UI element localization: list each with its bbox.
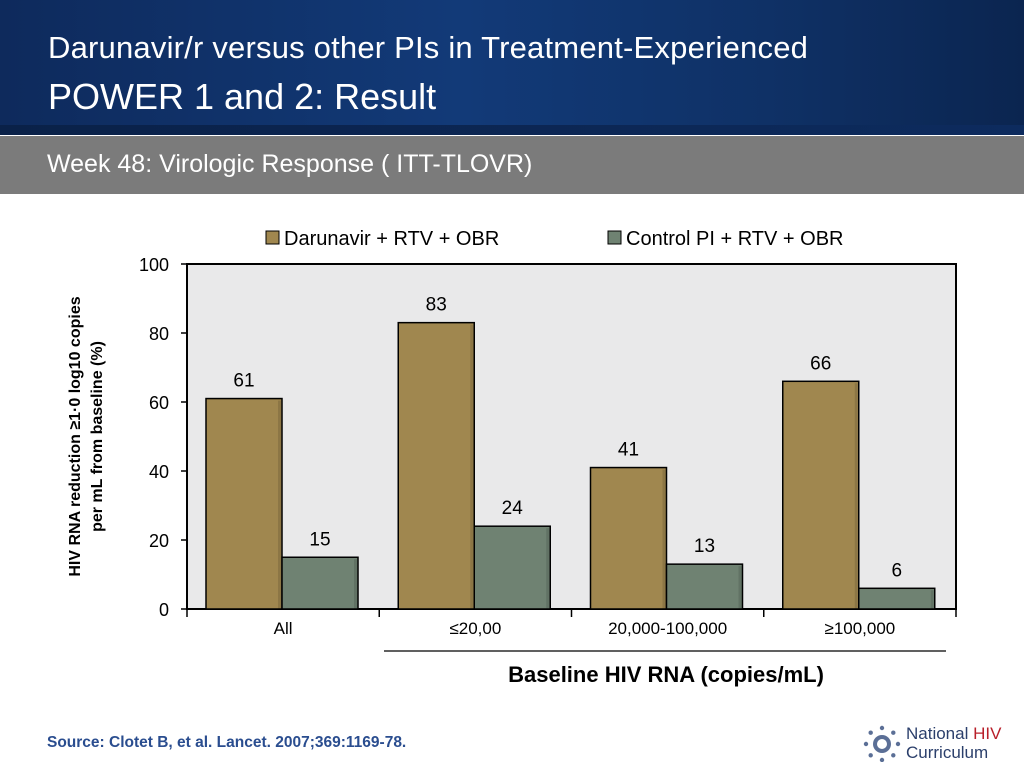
bar-shade [854,383,858,609]
y-tick-label: 100 [139,255,169,275]
y-tick-label: 80 [149,324,169,344]
data-label: 61 [233,371,254,392]
y-tick-label: 0 [159,600,169,620]
bar-shade [546,528,550,609]
y-axis-label-line1: HIV RNA reduction ≥1·0 log10 copies [67,296,84,576]
logo-word-national: National [906,724,969,743]
logo-wordmark: National HIV Curriculum [906,724,1001,762]
title-header [0,0,1024,135]
bar-shade [354,559,357,609]
data-label: 83 [426,295,447,316]
bar-shade [278,400,281,609]
data-label: 41 [618,440,639,461]
national-hiv-curriculum-logo: National HIV Curriculum [862,722,1022,766]
data-label: 15 [309,529,330,550]
bar-darunavir-0 [205,397,283,610]
legend-label-0: Darunavir + RTV + OBR [284,228,499,250]
y-tick-label: 60 [149,393,169,413]
bar-shade [470,324,474,609]
bar-control-1 [473,525,551,610]
bar-shade [930,590,934,609]
legend-swatch-1 [607,230,622,245]
logo-word-hiv: HIV [973,724,1002,743]
bar-darunavir-2 [589,466,668,610]
y-tick-label: 20 [149,531,169,551]
source-citation: Source: Clotet B, et al. Lancet. 2007;36… [47,734,407,751]
bar-control-3 [858,587,936,610]
data-label: 6 [891,560,902,581]
slide-title-line2: POWER 1 and 2: Result [48,76,437,117]
bar-shade [662,469,666,609]
subtitle-bar [0,136,1024,194]
header-band [0,125,1024,135]
legend-label-1: Control PI + RTV + OBR [626,228,844,250]
x-axis-label: Baseline HIV RNA (copies/mL) [508,662,824,687]
x-category-label: 20,000-100,000 [608,619,727,638]
data-label: 13 [694,536,715,557]
bar-control-2 [665,563,744,610]
bar-darunavir-1 [397,321,475,610]
data-label: 24 [502,498,524,519]
logo-word-curriculum: Curriculum [906,743,989,762]
bar-darunavir-3 [782,380,860,610]
y-tick-label: 40 [149,462,169,482]
y-axis-label-line2: per mL from baseline (%) [89,341,106,532]
bar-chart: 0 20 40 60 80 100 HIV RNA reduction ≥1·0 log10… [67,228,957,687]
x-category-label: ≤20,00 [449,619,501,638]
x-category-label: All [274,619,293,638]
seal-icon [863,725,901,763]
bar-control-0 [281,556,359,610]
slide-title-line1: Darunavir/r versus other PIs in Treatmen… [48,30,809,65]
bar-shade [738,566,742,609]
x-category-label: ≥100,000 [824,619,895,638]
legend-swatch-0 [265,230,280,245]
data-label: 66 [810,353,831,374]
slide-subtitle: Week 48: Virologic Response ( ITT-TLOVR) [47,150,533,178]
